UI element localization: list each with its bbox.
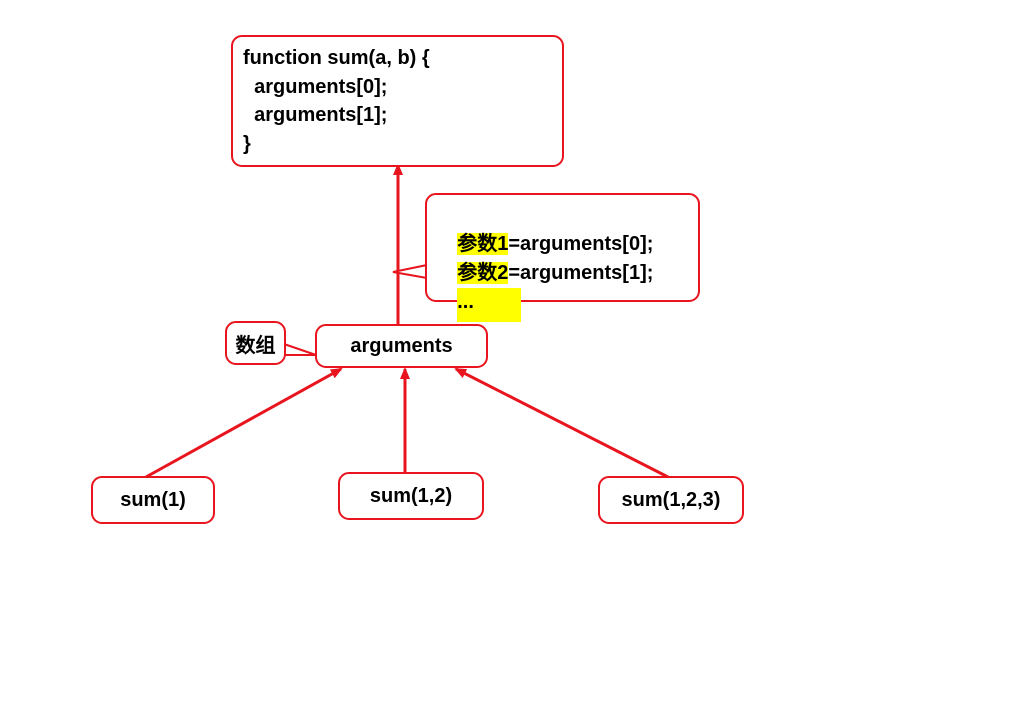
arrow-sum1-to-arguments (145, 367, 343, 479)
arguments-node: arguments (315, 324, 488, 368)
call-box-sum12: sum(1,2) (338, 472, 484, 520)
arrow-sum123-to-arguments (454, 367, 669, 479)
call-label-sum123: sum(1,2,3) (621, 488, 721, 511)
array-callout-label: 数组 (235, 334, 276, 357)
code-line-2: arguments[0]; (243, 76, 388, 98)
params-row-2-rest: =arguments[1]; (508, 262, 654, 284)
code-line-1: function sum(a, b) { (243, 47, 430, 69)
call-box-sum123: sum(1,2,3) (598, 476, 744, 524)
params-row-3-prefix: ... (457, 288, 522, 322)
params-row-2: 参数2=arguments[1]; (435, 230, 653, 317)
params-row-1: 参数1=arguments[0]; (435, 201, 653, 288)
function-code-box: function sum(a, b) { arguments[0]; argum… (231, 35, 564, 167)
params-row-3: ... (435, 259, 522, 351)
code-line-3: arguments[1]; (243, 104, 388, 126)
arguments-node-label: arguments (350, 334, 453, 357)
params-row-2-prefix: 参数2 (457, 262, 509, 284)
code-line-4: } (243, 133, 251, 155)
params-row-1-prefix: 参数1 (457, 233, 509, 255)
call-label-sum12: sum(1,2) (369, 484, 453, 507)
params-callout: 参数1=arguments[0]; 参数2=arguments[1]; ... (425, 193, 700, 322)
call-box-sum1: sum(1) (91, 476, 215, 524)
params-row-1-rest: =arguments[0]; (508, 233, 654, 255)
call-label-sum1: sum(1) (120, 488, 186, 511)
callout-array-pointer (283, 343, 317, 356)
array-callout: 数组 (225, 321, 286, 365)
callout-params-pointer (392, 264, 428, 279)
